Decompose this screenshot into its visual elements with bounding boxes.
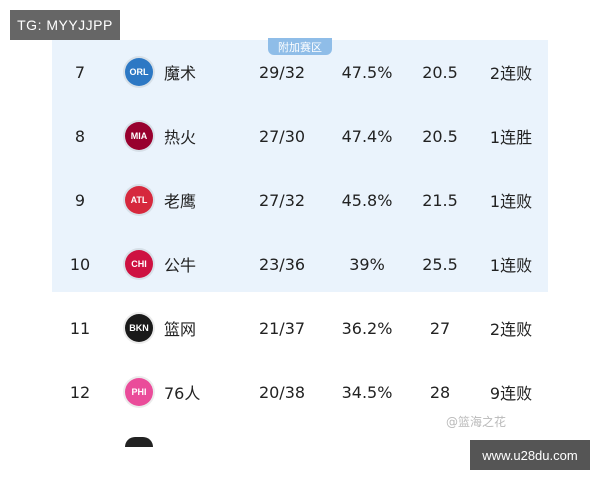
games-behind: 20.5 xyxy=(422,126,458,146)
team-logo: BKN xyxy=(124,296,154,360)
games-behind: 21.5 xyxy=(422,190,458,210)
streak: 2连败 xyxy=(489,320,533,339)
win-percentage: 34.5% xyxy=(341,382,393,402)
win-loss-record: 20/38 xyxy=(258,382,306,402)
table-row: 7 ORL 魔术 29/32 47.5% 20.5 2连败 xyxy=(52,40,548,104)
win-percentage: 36.2% xyxy=(341,318,393,338)
team-logo: ATL xyxy=(124,168,154,232)
table-row: 8 MIA 热火 27/30 47.4% 20.5 1连胜 xyxy=(52,104,548,168)
atl-logo-icon: ATL xyxy=(125,186,153,214)
rank: 11 xyxy=(69,318,91,338)
win-percentage: 45.8% xyxy=(341,190,393,210)
table-row: 12 PHI 76人 20/38 34.5% 28 9连败 xyxy=(52,360,548,424)
team-name: 老鹰 xyxy=(164,192,197,211)
win-loss-record: 29/32 xyxy=(258,62,306,82)
table-row: 11 BKN 篮网 21/37 36.2% 27 2连败 xyxy=(52,296,548,360)
watermark-author: @篮海之花 xyxy=(446,415,507,429)
table-row: 10 CHI 公牛 23/36 39% 25.5 1连败 xyxy=(52,232,548,296)
win-percentage: 47.4% xyxy=(341,126,393,146)
orl-logo-icon: ORL xyxy=(125,58,153,86)
rank: 7 xyxy=(74,62,86,82)
win-loss-record: 23/36 xyxy=(258,254,306,274)
partial-logo-icon xyxy=(125,437,153,447)
rank: 8 xyxy=(74,126,86,146)
team-name: 魔术 xyxy=(164,64,197,83)
team-name: 公牛 xyxy=(164,256,197,275)
rank: 10 xyxy=(69,254,91,274)
win-percentage: 39% xyxy=(349,254,385,274)
table-row: 9 ATL 老鹰 27/32 45.8% 21.5 1连败 xyxy=(52,168,548,232)
games-behind: 25.5 xyxy=(422,254,458,274)
playin-zone-label: 附加赛区 xyxy=(268,38,332,55)
team-name: 76人 xyxy=(164,384,201,403)
team-logo: MIA xyxy=(124,104,154,168)
rank: 12 xyxy=(69,382,91,402)
team-name: 热火 xyxy=(164,128,197,147)
watermark-tg: TG: MYYJJPP xyxy=(10,10,120,40)
win-loss-record: 27/32 xyxy=(258,190,306,210)
watermark-site: www.u28du.com xyxy=(470,440,590,470)
team-logo: PHI xyxy=(124,360,154,424)
win-loss-record: 21/37 xyxy=(258,318,306,338)
streak: 1连败 xyxy=(489,192,533,211)
bkn-logo-icon: BKN xyxy=(125,314,153,342)
games-behind: 28 xyxy=(429,382,451,402)
mia-logo-icon: MIA xyxy=(125,122,153,150)
games-behind: 20.5 xyxy=(422,62,458,82)
chi-logo-icon: CHI xyxy=(125,250,153,278)
standings-table: 附加赛区 7 ORL 魔术 29/32 47.5% 20.5 2连败 8 MIA… xyxy=(52,38,548,440)
team-logo: ORL xyxy=(124,40,154,104)
games-behind: 27 xyxy=(429,318,451,338)
streak: 1连胜 xyxy=(489,128,533,147)
streak: 1连败 xyxy=(489,256,533,275)
team-name: 篮网 xyxy=(164,320,197,339)
win-percentage: 47.5% xyxy=(341,62,393,82)
rank: 9 xyxy=(74,190,86,210)
streak: 9连败 xyxy=(489,384,533,403)
win-loss-record: 27/30 xyxy=(258,126,306,146)
team-logo: CHI xyxy=(124,232,154,296)
phi-logo-icon: PHI xyxy=(125,378,153,406)
streak: 2连败 xyxy=(489,64,533,83)
